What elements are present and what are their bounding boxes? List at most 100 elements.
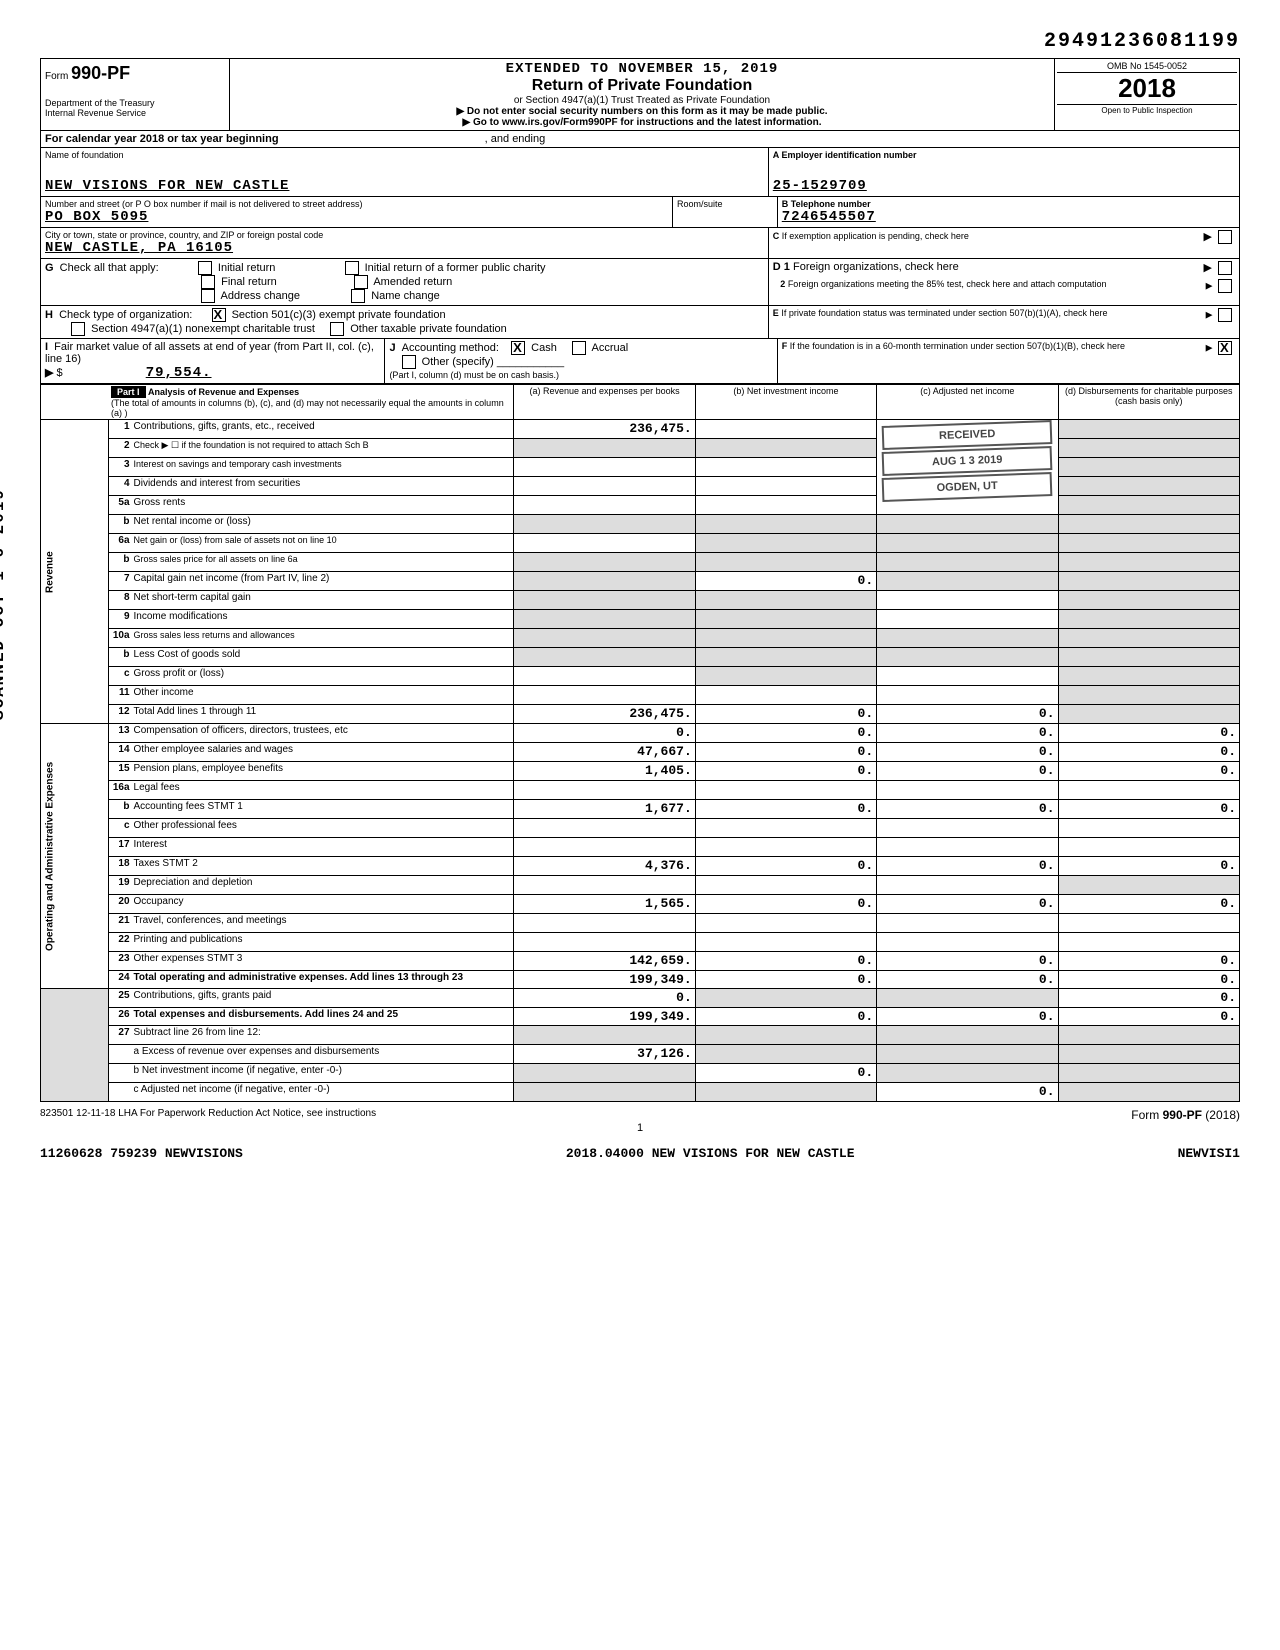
addr-label: Number and street (or P O box number if …	[45, 199, 668, 209]
line-20-c: 0.	[877, 895, 1058, 914]
checkbox-final[interactable]	[201, 275, 215, 289]
line-5a: Gross rents	[134, 497, 511, 508]
date-stamp: AUG 1 3 2019	[882, 446, 1053, 476]
line-16b-c: 0.	[877, 800, 1058, 819]
line-25-d: 0.	[1058, 989, 1239, 1008]
checkbox-4947[interactable]	[71, 322, 85, 336]
g-opt-1: Final return	[221, 276, 277, 288]
checkbox-cash[interactable]	[511, 341, 525, 355]
line-16c: Other professional fees	[134, 820, 511, 831]
line-15-a: 1,405.	[514, 762, 695, 781]
room-label: Room/suite	[677, 199, 773, 209]
checkbox-addrchange[interactable]	[201, 289, 215, 303]
line-18-c: 0.	[877, 857, 1058, 876]
irs-label: Internal Revenue Service	[45, 108, 225, 118]
tax-year: 2018	[1057, 73, 1237, 104]
g-opt-0: Initial return	[218, 262, 275, 274]
line-15: Pension plans, employee benefits	[134, 763, 511, 774]
omb-number: OMB No 1545-0052	[1057, 61, 1237, 73]
line-12-a: 236,475.	[514, 705, 695, 724]
checkbox-c[interactable]	[1218, 230, 1232, 244]
city-value: NEW CASTLE, PA 16105	[45, 240, 764, 256]
g-opt-2: Address change	[221, 290, 301, 302]
checkbox-f[interactable]	[1218, 341, 1232, 355]
calendar-year-line: For calendar year 2018 or tax year begin…	[41, 131, 1239, 147]
checkbox-accrual[interactable]	[572, 341, 586, 355]
line-20: Occupancy	[134, 896, 511, 907]
col-d-header: (d) Disbursements for charitable purpose…	[1058, 385, 1239, 420]
ogden-stamp: OGDEN, UT	[882, 472, 1053, 502]
g-label: G Check all that apply:	[45, 262, 159, 274]
footer-right: Form 990-PF (2018)	[1131, 1108, 1240, 1122]
ein-value: 25-1529709	[773, 178, 1235, 194]
line-14-a: 47,667.	[514, 743, 695, 762]
line-12: Total Add lines 1 through 11	[134, 706, 511, 717]
checkbox-othertax[interactable]	[330, 322, 344, 336]
i-label: I Fair market value of all assets at end…	[45, 341, 374, 365]
checkbox-other[interactable]	[402, 355, 416, 369]
checkbox-amended[interactable]	[354, 275, 368, 289]
line-23-b: 0.	[695, 952, 876, 971]
line-12-b: 0.	[695, 705, 876, 724]
checkbox-d2[interactable]	[1218, 279, 1232, 293]
name-label: Name of foundation	[45, 150, 764, 160]
line-24: Total operating and administrative expen…	[134, 972, 464, 983]
expenses-side: Operating and Administrative Expenses	[41, 724, 109, 989]
line-18-d: 0.	[1058, 857, 1239, 876]
line-7-b: 0.	[695, 572, 876, 591]
g-opt-3: Initial return of a former public charit…	[365, 262, 546, 274]
line-8: Net short-term capital gain	[134, 592, 511, 603]
j-label: J Accounting method:	[389, 342, 498, 354]
line-11: Other income	[134, 687, 511, 698]
line-14-d: 0.	[1058, 743, 1239, 762]
line-21: Travel, conferences, and meetings	[134, 915, 511, 926]
line-25: Contributions, gifts, grants paid	[134, 990, 511, 1001]
form-header: Form 990-PF Department of the Treasury I…	[40, 58, 1240, 131]
g-opt-4: Amended return	[373, 276, 452, 288]
line-15-d: 0.	[1058, 762, 1239, 781]
form-sub2: ▶ Do not enter social security numbers o…	[232, 106, 1052, 117]
col-c-header: (c) Adjusted net income	[877, 385, 1058, 420]
line-3: Interest on savings and temporary cash i…	[134, 459, 511, 470]
line-26: Total expenses and disbursements. Add li…	[134, 1009, 399, 1020]
checkbox-initial[interactable]	[198, 261, 212, 275]
line-20-d: 0.	[1058, 895, 1239, 914]
line-6b: Gross sales price for all assets on line…	[134, 554, 511, 565]
line-27c-c: 0.	[877, 1083, 1058, 1102]
checkbox-former[interactable]	[345, 261, 359, 275]
line-19: Depreciation and depletion	[134, 877, 511, 888]
checkbox-namechange[interactable]	[351, 289, 365, 303]
h3: Other taxable private foundation	[350, 323, 507, 335]
line-24-a: 199,349.	[514, 971, 695, 989]
c-label: C If exemption application is pending, c…	[773, 231, 969, 241]
line-13: Compensation of officers, directors, tru…	[134, 725, 511, 736]
e-label: E If private foundation status was termi…	[773, 308, 1235, 318]
d2-label: 2 Foreign organizations meeting the 85% …	[773, 279, 1235, 289]
part1-label: Part I	[111, 386, 146, 398]
form-sub3: ▶ Go to www.irs.gov/Form990PF for instru…	[232, 117, 1052, 128]
line-10a: Gross sales less returns and allowances	[134, 630, 511, 641]
line-13-d: 0.	[1058, 724, 1239, 743]
checkbox-501c3[interactable]	[212, 308, 226, 322]
line-13-c: 0.	[877, 724, 1058, 743]
line-27a-a: 37,126.	[514, 1045, 695, 1064]
form-title: Return of Private Foundation	[232, 77, 1052, 95]
d1-label: D 1 Foreign organizations, check here ▶	[773, 261, 1235, 273]
page-number: 1	[40, 1122, 1240, 1134]
checkbox-d1[interactable]	[1218, 261, 1232, 275]
part1-table: Part I Analysis of Revenue and Expenses …	[40, 384, 1240, 1102]
footer-left: 823501 12-11-18 LHA For Paperwork Reduct…	[40, 1108, 376, 1122]
line-9: Income modifications	[134, 611, 511, 622]
line-23-d: 0.	[1058, 952, 1239, 971]
line-24-b: 0.	[695, 971, 876, 989]
line-23-c: 0.	[877, 952, 1058, 971]
line-20-a: 1,565.	[514, 895, 695, 914]
f-label: F If the foundation is in a 60-month ter…	[782, 341, 1235, 351]
line-26-b: 0.	[695, 1008, 876, 1026]
line-7: Capital gain net income (from Part IV, l…	[134, 573, 511, 584]
checkbox-e[interactable]	[1218, 308, 1232, 322]
extended-to: EXTENDED TO NOVEMBER 15, 2019	[232, 61, 1052, 77]
line-12-c: 0.	[877, 705, 1058, 724]
h2: Section 4947(a)(1) nonexempt charitable …	[91, 323, 315, 335]
line-13-b: 0.	[695, 724, 876, 743]
